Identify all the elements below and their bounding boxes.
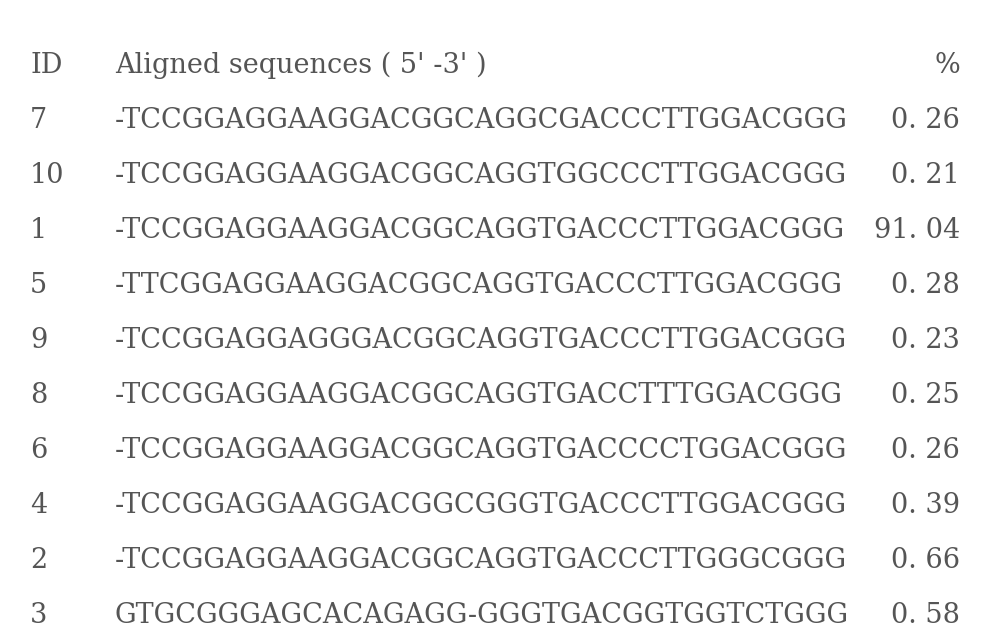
Text: 3: 3 <box>30 602 47 629</box>
Text: 0. 66: 0. 66 <box>891 547 960 574</box>
Text: -TCCGGAGGAAGGACGGCAGGTGGCCCTTGGACGGG: -TCCGGAGGAAGGACGGCAGGTGGCCCTTGGACGGG <box>115 162 847 189</box>
Text: 0. 58: 0. 58 <box>891 602 960 629</box>
Text: 0. 28: 0. 28 <box>891 272 960 299</box>
Text: -TCCGGAGGAAGGACGGCGGGTGACCCTTGGACGGG: -TCCGGAGGAAGGACGGCGGGTGACCCTTGGACGGG <box>115 492 847 519</box>
Text: Aligned sequences ( 5' -3' ): Aligned sequences ( 5' -3' ) <box>115 52 487 80</box>
Text: -TCCGGAGGAAGGACGGCAGGTGACCCCТGGACGGG: -TCCGGAGGAAGGACGGCAGGTGACCCCТGGACGGG <box>115 437 847 464</box>
Text: 4: 4 <box>30 492 47 519</box>
Text: -TCCGGAGGAAGGACGGCAGGTGACCCTTGGACGGG: -TCCGGAGGAAGGACGGCAGGTGACCCTTGGACGGG <box>115 217 845 244</box>
Text: 0. 26: 0. 26 <box>891 107 960 134</box>
Text: -TTCGGAGGAAGGACGGCAGGTGACCCTTGGACGGG: -TTCGGAGGAAGGACGGCAGGTGACCCTTGGACGGG <box>115 272 843 299</box>
Text: 0. 23: 0. 23 <box>891 327 960 354</box>
Text: -TCCGGAGGAAGGACGGCAGGTGACCCTTGGGCGGG: -TCCGGAGGAAGGACGGCAGGTGACCCTTGGGCGGG <box>115 547 847 574</box>
Text: 0. 25: 0. 25 <box>891 382 960 409</box>
Text: 91. 04: 91. 04 <box>874 217 960 244</box>
Text: GTGCGGGAGCACAGAGG-GGGTGACGGTGGTCTGGG: GTGCGGGAGCACAGAGG-GGGTGACGGTGGTCTGGG <box>115 602 849 629</box>
Text: %: % <box>934 52 960 79</box>
Text: 0. 26: 0. 26 <box>891 437 960 464</box>
Text: 8: 8 <box>30 382 47 409</box>
Text: -TCCGGAGGAAGGACGGCAGGTGACCTTTGGACGGG: -TCCGGAGGAAGGACGGCAGGTGACCTTTGGACGGG <box>115 382 843 409</box>
Text: -TCCGGAGGAAGGACGGCAGGCGACCCTTGGACGGG: -TCCGGAGGAAGGACGGCAGGCGACCCTTGGACGGG <box>115 107 848 134</box>
Text: -TCCGGAGGAGGGACGGCAGGTGACCCTTGGACGGG: -TCCGGAGGAGGGACGGCAGGTGACCCTTGGACGGG <box>115 327 847 354</box>
Text: 2: 2 <box>30 547 47 574</box>
Text: 5: 5 <box>30 272 47 299</box>
Text: 7: 7 <box>30 107 47 134</box>
Text: 9: 9 <box>30 327 47 354</box>
Text: ID: ID <box>30 52 62 79</box>
Text: 0. 39: 0. 39 <box>891 492 960 519</box>
Text: 10: 10 <box>30 162 64 189</box>
Text: 1: 1 <box>30 217 47 244</box>
Text: 0. 21: 0. 21 <box>891 162 960 189</box>
Text: 6: 6 <box>30 437 47 464</box>
